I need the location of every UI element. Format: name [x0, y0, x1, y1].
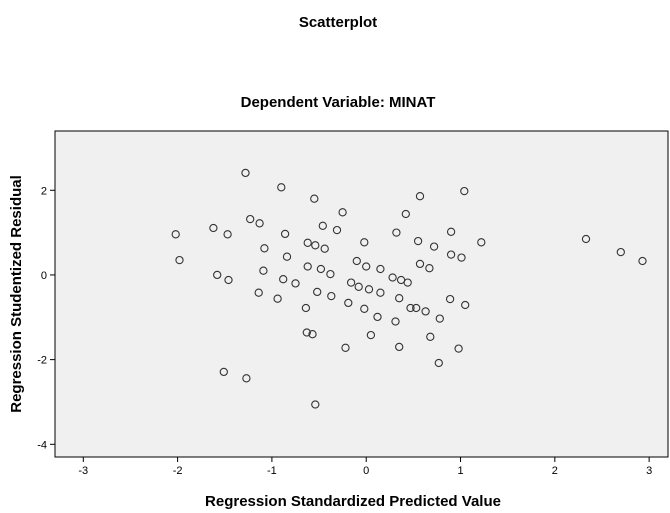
x-tick-label: -1 — [267, 465, 277, 477]
data-point — [213, 270, 222, 280]
data-point — [395, 342, 404, 352]
data-point — [311, 400, 320, 409]
data-point — [273, 294, 282, 303]
data-point — [454, 344, 463, 353]
data-point — [344, 298, 353, 308]
data-point — [282, 252, 292, 261]
y-axis: -4 -2 0 2 — [37, 185, 55, 451]
data-point — [429, 242, 439, 251]
data-point — [246, 214, 255, 224]
data-point — [310, 194, 319, 203]
data-point — [341, 343, 350, 352]
data-point — [415, 259, 425, 269]
chart-subtitle: Dependent Variable: MINAT — [241, 94, 436, 111]
data-point — [219, 367, 228, 377]
data-point — [425, 264, 434, 273]
data-point — [403, 278, 412, 287]
data-point — [326, 269, 335, 279]
data-point — [313, 287, 322, 297]
data-point — [308, 330, 317, 339]
data-point — [223, 230, 232, 239]
data-point — [242, 374, 251, 383]
data-point — [366, 330, 376, 340]
data-point — [581, 234, 591, 244]
data-point — [316, 264, 326, 274]
x-tick-label: -3 — [78, 465, 88, 477]
data-point — [352, 256, 361, 266]
x-axis: -3 -2 -1 0 1 2 3 — [78, 457, 652, 477]
data-point — [301, 303, 311, 313]
data-point — [457, 253, 466, 262]
data-point — [255, 219, 264, 228]
data-point — [434, 358, 443, 368]
x-tick-label: 2 — [552, 465, 558, 477]
data-point — [446, 250, 456, 259]
data-point — [303, 238, 312, 247]
data-point — [175, 255, 184, 265]
data-point — [303, 262, 312, 271]
data-point — [401, 209, 410, 219]
data-point — [426, 332, 435, 341]
data-point — [311, 241, 320, 250]
data-point — [445, 294, 455, 304]
data-point — [477, 238, 486, 247]
data-point — [362, 262, 371, 271]
x-axis-title: Regression Standardized Predicted Value — [205, 493, 501, 510]
data-point — [373, 312, 382, 322]
data-point — [260, 244, 269, 253]
data-point — [360, 304, 369, 313]
data-point — [224, 275, 233, 285]
data-point — [392, 228, 401, 237]
data-point — [320, 244, 329, 253]
x-tick-label: -2 — [173, 465, 183, 477]
data-point — [446, 227, 456, 236]
data-point — [388, 273, 397, 282]
data-point — [291, 279, 300, 288]
y-tick-label: 2 — [41, 185, 47, 197]
data-point — [259, 266, 268, 275]
data-point — [354, 282, 363, 291]
y-tick-label: -4 — [37, 439, 47, 451]
data-point — [406, 303, 415, 313]
data-point — [638, 256, 647, 266]
data-point — [360, 238, 369, 247]
data-point — [280, 229, 290, 239]
data-point — [435, 314, 444, 323]
y-tick-label: -2 — [37, 355, 47, 367]
data-points — [171, 168, 647, 409]
data-point — [346, 278, 356, 287]
data-point — [364, 285, 374, 294]
data-point — [209, 223, 218, 233]
x-tick-label: 0 — [363, 465, 369, 477]
data-point — [413, 236, 423, 246]
data-point — [332, 225, 342, 235]
data-point — [415, 192, 425, 201]
data-point — [376, 288, 385, 297]
data-point — [616, 247, 625, 257]
plot-area — [54, 130, 669, 458]
data-point — [460, 186, 469, 196]
data-point — [461, 300, 470, 310]
data-point — [421, 307, 430, 316]
x-tick-label: 3 — [646, 465, 652, 477]
data-point — [318, 221, 327, 230]
chart-title: Scatterplot — [299, 14, 377, 31]
data-point — [338, 208, 347, 217]
data-point — [395, 294, 404, 303]
data-point — [376, 264, 385, 274]
data-point — [279, 275, 288, 284]
data-point — [241, 168, 250, 178]
data-point — [412, 303, 421, 313]
data-point — [277, 183, 286, 192]
data-point — [391, 317, 400, 326]
y-axis-title: Regression Studentized Residual — [8, 175, 25, 413]
y-tick-label: 0 — [41, 270, 47, 282]
data-point — [171, 230, 180, 239]
x-tick-label: 1 — [457, 465, 463, 477]
data-point — [254, 288, 263, 297]
data-point — [302, 328, 311, 337]
data-point — [327, 291, 336, 301]
